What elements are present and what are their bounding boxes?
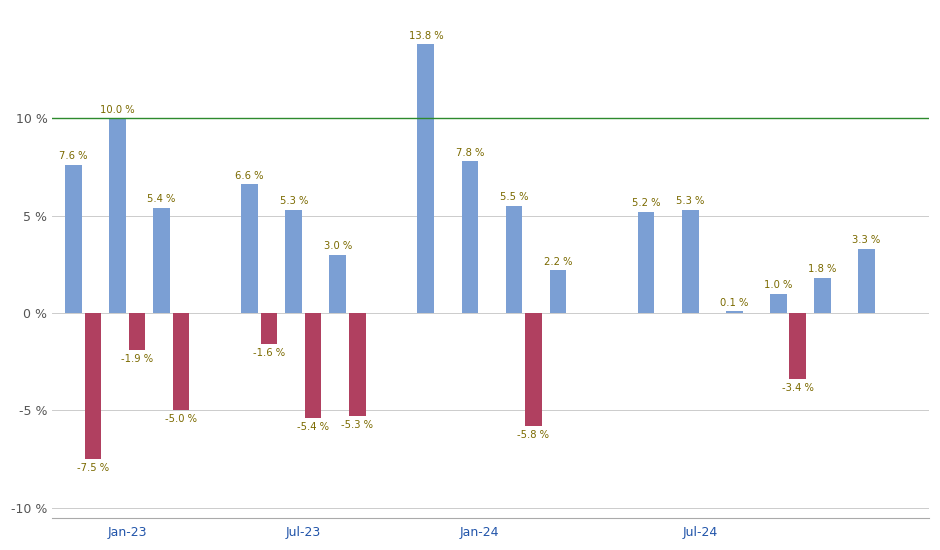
- Text: 7.8 %: 7.8 %: [456, 147, 484, 158]
- Text: 5.3 %: 5.3 %: [279, 196, 308, 206]
- Text: -5.3 %: -5.3 %: [341, 420, 373, 430]
- Text: -5.4 %: -5.4 %: [297, 422, 329, 432]
- Text: 3.3 %: 3.3 %: [853, 235, 881, 245]
- Text: 7.6 %: 7.6 %: [59, 151, 87, 162]
- Bar: [242, 184, 258, 313]
- Text: 6.6 %: 6.6 %: [235, 171, 264, 181]
- Bar: [153, 208, 170, 313]
- Text: 3.0 %: 3.0 %: [323, 241, 352, 251]
- Bar: [349, 313, 366, 416]
- Bar: [286, 210, 302, 313]
- Text: -1.6 %: -1.6 %: [253, 348, 285, 358]
- Bar: [550, 270, 567, 313]
- Bar: [85, 313, 102, 459]
- Text: 13.8 %: 13.8 %: [409, 31, 443, 41]
- Bar: [637, 212, 654, 313]
- Text: 0.1 %: 0.1 %: [720, 298, 748, 307]
- Text: 10.0 %: 10.0 %: [101, 104, 134, 115]
- Bar: [173, 313, 189, 410]
- Text: 5.3 %: 5.3 %: [676, 196, 704, 206]
- Bar: [305, 313, 321, 418]
- Text: 1.0 %: 1.0 %: [764, 280, 792, 290]
- Text: 5.4 %: 5.4 %: [148, 194, 176, 205]
- Bar: [329, 255, 346, 313]
- Bar: [790, 313, 806, 380]
- Bar: [506, 206, 523, 313]
- Bar: [417, 44, 434, 313]
- Text: -5.8 %: -5.8 %: [517, 430, 549, 439]
- Text: -1.9 %: -1.9 %: [121, 354, 153, 364]
- Bar: [462, 161, 478, 313]
- Bar: [858, 249, 875, 313]
- Text: 2.2 %: 2.2 %: [543, 257, 572, 267]
- Bar: [65, 165, 82, 313]
- Bar: [260, 313, 277, 344]
- Bar: [129, 313, 146, 350]
- Text: -5.0 %: -5.0 %: [164, 414, 197, 424]
- Text: 5.5 %: 5.5 %: [500, 192, 528, 202]
- Text: 1.8 %: 1.8 %: [808, 265, 837, 274]
- Bar: [109, 118, 126, 313]
- Text: -3.4 %: -3.4 %: [782, 383, 813, 393]
- Bar: [814, 278, 831, 313]
- Bar: [726, 311, 743, 313]
- Bar: [770, 294, 787, 313]
- Bar: [682, 210, 698, 313]
- Text: 5.2 %: 5.2 %: [632, 198, 661, 208]
- Bar: [525, 313, 541, 426]
- Text: -7.5 %: -7.5 %: [77, 463, 109, 472]
